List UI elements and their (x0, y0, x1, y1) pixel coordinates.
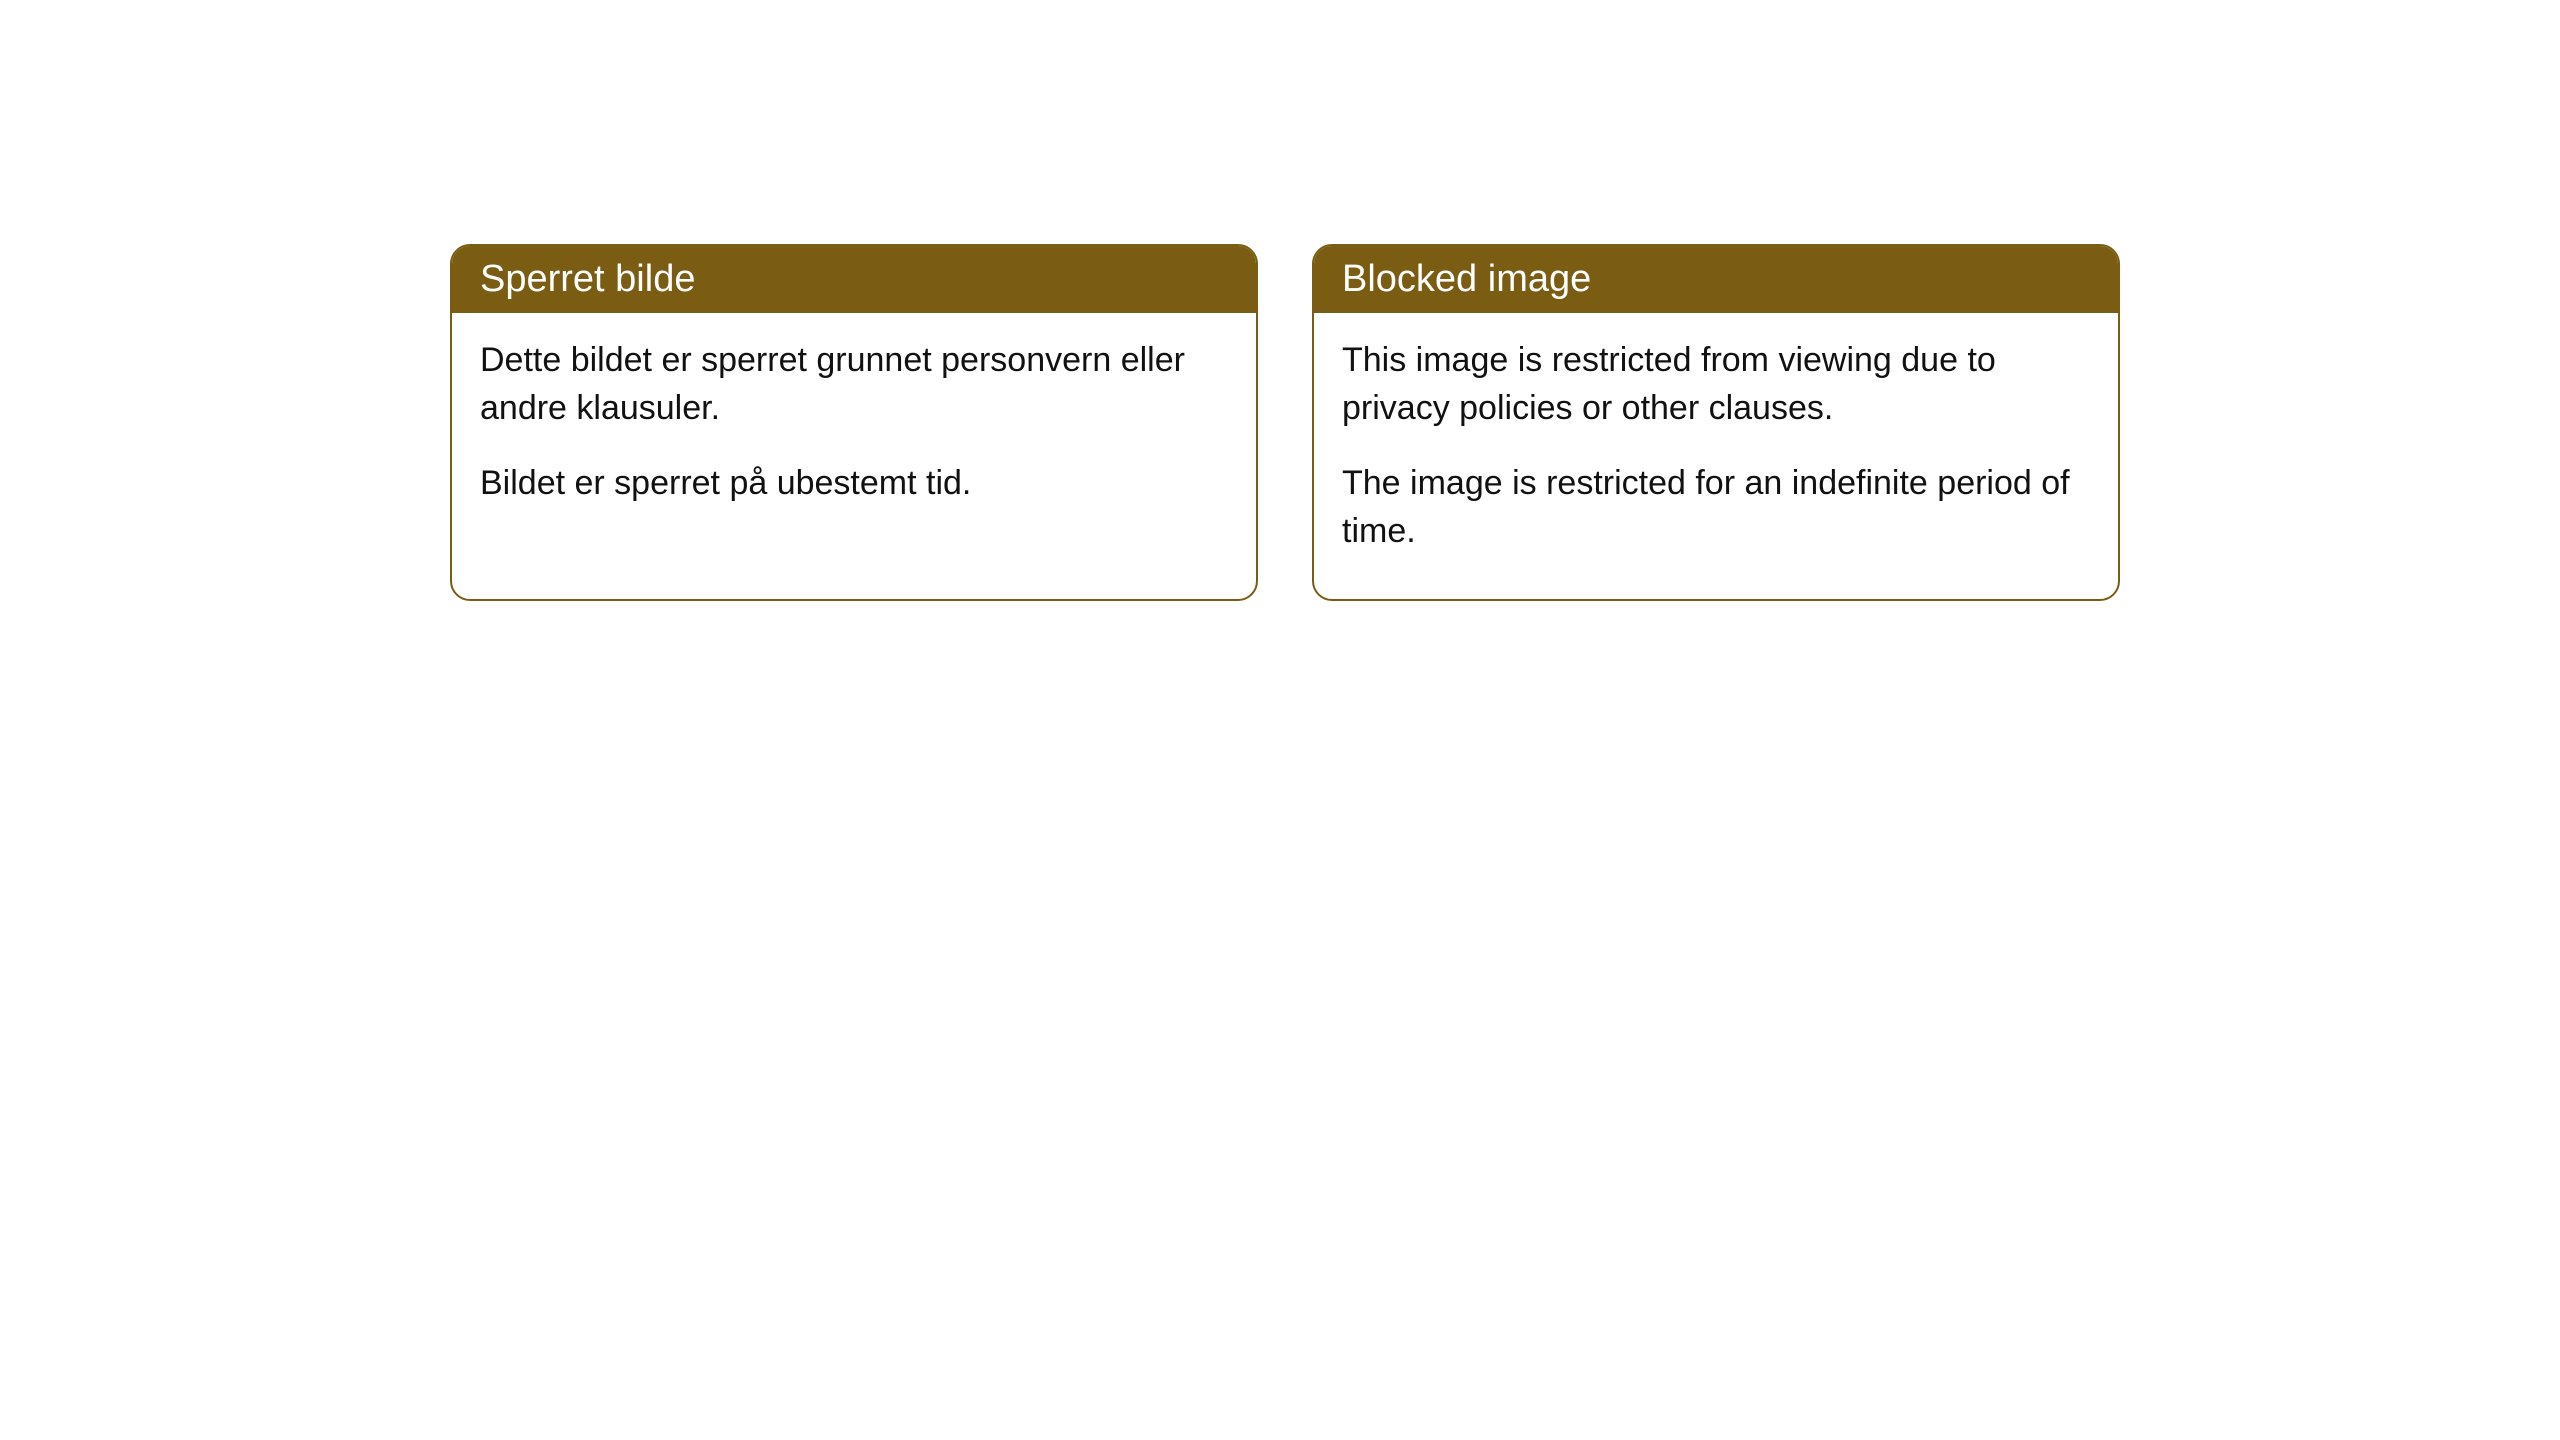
card-body-english: This image is restricted from viewing du… (1314, 313, 2118, 599)
card-header-english: Blocked image (1314, 246, 2118, 313)
card-paragraph: Dette bildet er sperret grunnet personve… (480, 337, 1228, 432)
card-paragraph: The image is restricted for an indefinit… (1342, 460, 2090, 555)
card-header-norwegian: Sperret bilde (452, 246, 1256, 313)
card-paragraph: Bildet er sperret på ubestemt tid. (480, 460, 1228, 508)
card-norwegian: Sperret bilde Dette bildet er sperret gr… (450, 244, 1258, 601)
card-body-norwegian: Dette bildet er sperret grunnet personve… (452, 313, 1256, 552)
cards-container: Sperret bilde Dette bildet er sperret gr… (450, 244, 2120, 601)
card-paragraph: This image is restricted from viewing du… (1342, 337, 2090, 432)
card-english: Blocked image This image is restricted f… (1312, 244, 2120, 601)
